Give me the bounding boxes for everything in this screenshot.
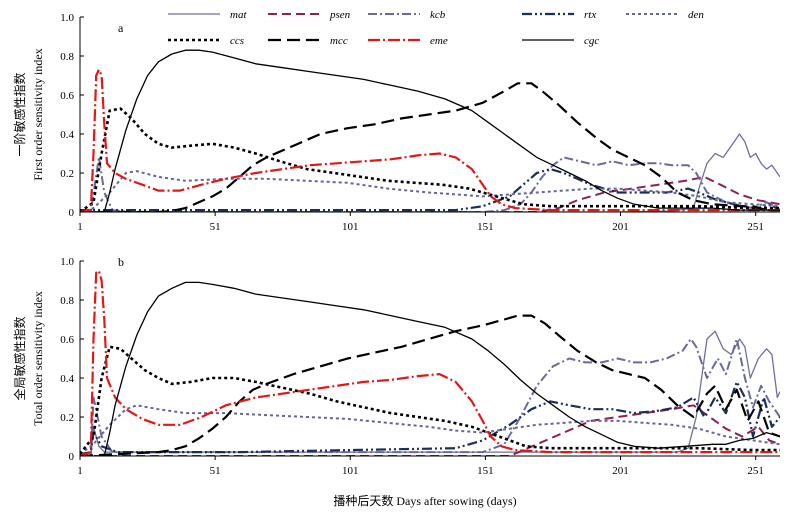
x-tick-label: 151 (477, 465, 494, 477)
x-tick-label: 251 (747, 465, 764, 477)
legend-label-den: den (688, 9, 704, 21)
series-line-mat (80, 330, 780, 456)
x-tick-label: 51 (210, 221, 221, 233)
y-tick-label: 0.4 (60, 373, 74, 385)
y-tick-label: 0 (69, 207, 75, 219)
series-line-rtx (80, 380, 780, 456)
y-tick-label: 0.2 (60, 168, 74, 180)
panel-letter: a (118, 21, 124, 35)
series-line-cgc (80, 281, 780, 456)
y-tick-label: 0.6 (60, 90, 74, 102)
y-tick-label: 0.8 (60, 295, 74, 307)
legend-label-cgc: cgc (584, 35, 599, 47)
series-line-kcb (80, 338, 780, 456)
y-axis-title-cn: 全局敏感性指数 (12, 316, 27, 400)
y-tick-label: 0.2 (60, 412, 74, 424)
y-tick-label: 0.6 (60, 334, 74, 346)
y-tick-label: 0.4 (60, 129, 74, 141)
legend-label-rtx: rtx (584, 9, 596, 21)
x-tick-label: 201 (612, 221, 629, 233)
y-axis-title-en: Total order sensitivity index (31, 291, 45, 426)
series-line-ccs (80, 107, 780, 212)
series-group (80, 269, 780, 456)
y-axis-title-en: First order sensitivity index (31, 48, 45, 180)
series-line-psen (80, 404, 780, 456)
y-tick-label: 0 (69, 451, 75, 463)
x-tick-label: 101 (342, 221, 359, 233)
series-group (80, 49, 780, 212)
y-tick-label: 1.0 (60, 256, 74, 268)
x-tick-label: 101 (342, 465, 359, 477)
y-tick-label: 0.8 (60, 51, 74, 63)
series-line-cgc (80, 49, 780, 212)
series-line-eme (80, 269, 780, 456)
series-line-rtx (80, 168, 780, 212)
panel-letter: b (118, 255, 124, 269)
series-line-mcc (80, 314, 780, 456)
y-axis-title-cn: 一阶敏感性指数 (12, 72, 27, 156)
x-tick-label: 151 (477, 221, 494, 233)
series-line-eme (80, 68, 780, 212)
legend-label-ccs: ccs (230, 35, 244, 47)
legend-label-kcb: kcb (430, 9, 446, 21)
x-tick-label: 51 (210, 465, 221, 477)
series-line-den (80, 404, 780, 455)
legend-label-mcc: mcc (330, 35, 348, 47)
series-line-ccs (80, 345, 780, 455)
legend: mat psen kcb rtx den ccs mcc eme cgc (168, 9, 704, 47)
series-line-mcc (80, 82, 780, 212)
legend-label-eme: eme (430, 35, 448, 47)
series-line-den (80, 170, 780, 212)
x-tick-label: 1 (77, 465, 83, 477)
x-tick-label: 1 (77, 221, 83, 233)
x-axis-title: 播种后天数 Days after sowing (days) (333, 493, 516, 508)
legend-label-psen: psen (329, 9, 351, 21)
y-tick-label: 1.0 (60, 12, 74, 24)
x-tick-label: 251 (747, 221, 764, 233)
x-tick-label: 201 (612, 465, 629, 477)
series-line-kcb (80, 156, 780, 212)
series-line-psen (80, 175, 780, 212)
legend-label-mat: mat (230, 9, 247, 21)
